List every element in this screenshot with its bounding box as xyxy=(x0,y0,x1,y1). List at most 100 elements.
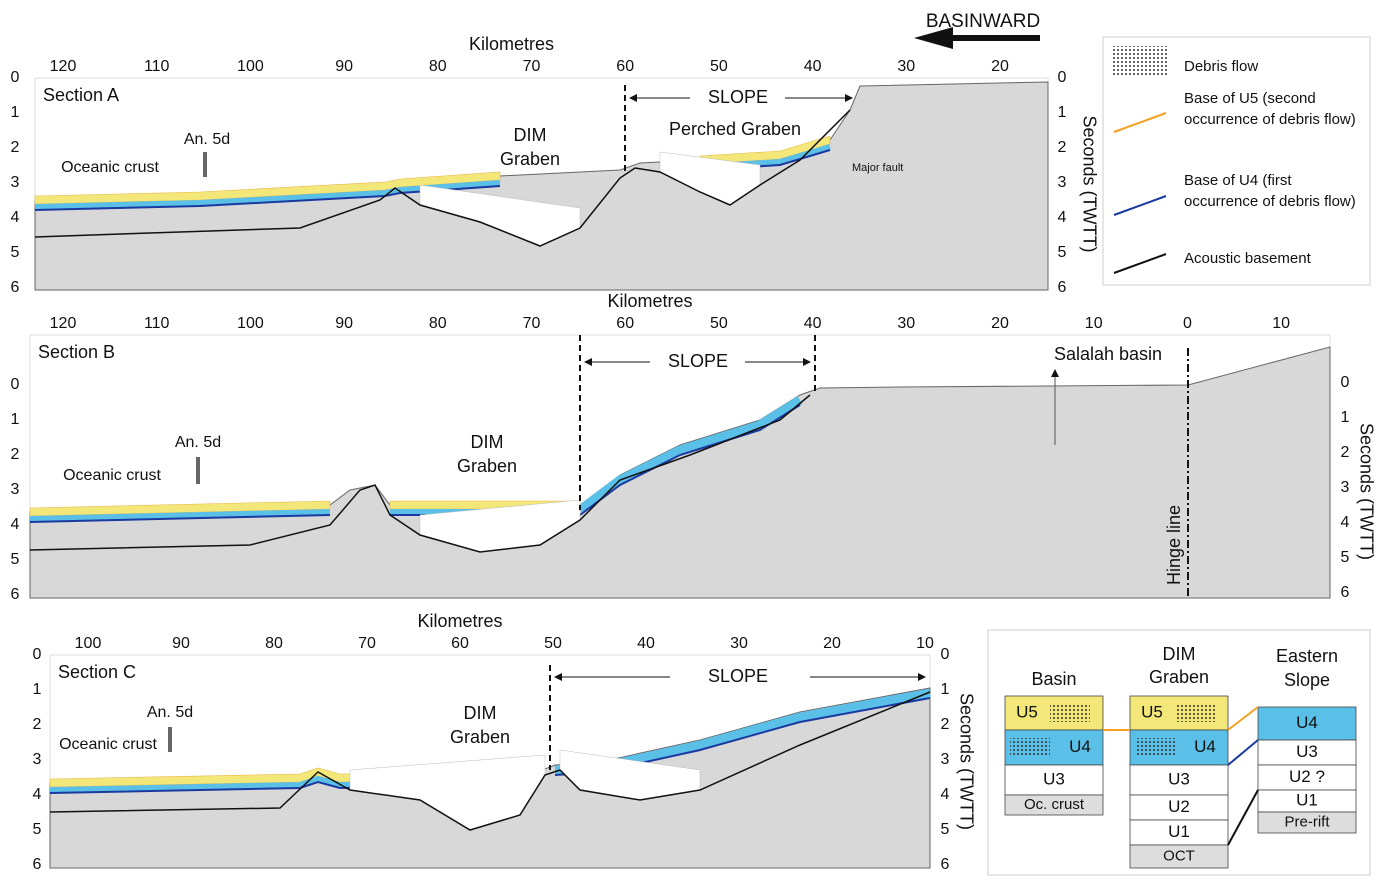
km-tick-label: 20 xyxy=(991,315,1009,332)
legend-u4 xyxy=(1113,195,1167,216)
anomaly-bar xyxy=(168,727,172,752)
column-title: Basin xyxy=(1031,669,1076,689)
anomaly-bar xyxy=(203,152,207,177)
u4-base xyxy=(29,514,331,523)
u5-base xyxy=(1227,706,1259,731)
slope-label: SLOPE xyxy=(708,87,768,107)
graben-label: DIM xyxy=(514,125,547,145)
twt-tick-label: 2 xyxy=(11,139,20,156)
axis-title: Kilometres xyxy=(417,611,502,631)
unit-label: U3 xyxy=(1168,769,1190,788)
twt-tick-label: 6 xyxy=(11,279,20,296)
anomaly-label: An. 5d xyxy=(175,434,221,451)
unit-box xyxy=(1004,794,1104,816)
column-title: Graben xyxy=(1149,667,1209,687)
seabed-fill xyxy=(29,346,1331,599)
twt-tick-label: 2 xyxy=(33,716,42,733)
anomaly-label: An. 5d xyxy=(147,704,193,721)
twt-tick-label: 1 xyxy=(11,104,20,121)
column-title: Slope xyxy=(1284,670,1330,690)
km-tick-label: 10 xyxy=(916,635,934,652)
basin-label: Salalah basin xyxy=(1054,344,1162,364)
column-title: Eastern xyxy=(1276,646,1338,666)
unit-label: U2 ? xyxy=(1289,767,1325,786)
unit-label: Pre-rift xyxy=(1285,813,1331,830)
unit-label: U2 xyxy=(1168,797,1190,816)
km-tick-label: 70 xyxy=(523,315,541,332)
twt-tick-label: 3 xyxy=(941,751,950,768)
twt-tick-label: 0 xyxy=(11,376,20,393)
twt-tick-label: 6 xyxy=(1058,279,1067,296)
km-tick-label: 40 xyxy=(804,315,822,332)
twt-tick-label: 0 xyxy=(1341,374,1350,391)
unit-debris xyxy=(1010,738,1050,757)
unit-label: U1 xyxy=(1168,822,1190,841)
slope-u4 xyxy=(577,396,803,514)
legend-box xyxy=(1102,36,1371,286)
section-title: Section C xyxy=(58,662,136,682)
unit-label: OCT xyxy=(1163,847,1195,864)
twt-tick-label: 4 xyxy=(11,516,20,533)
km-tick-label: 30 xyxy=(897,315,915,332)
twt-tick-label: 4 xyxy=(1341,514,1350,531)
km-tick-label: 80 xyxy=(265,635,283,652)
twt-tick-label: 0 xyxy=(941,646,950,663)
km-tick-label: 80 xyxy=(429,315,447,332)
legend-text: Acoustic basement xyxy=(1184,250,1311,267)
km-tick-label: 10 xyxy=(1085,315,1103,332)
slope-label: SLOPE xyxy=(708,666,768,686)
anomaly-bar xyxy=(196,457,200,484)
km-tick-label: 20 xyxy=(823,635,841,652)
unit-label: U5 xyxy=(1141,702,1163,721)
direction-arrow xyxy=(913,27,1040,49)
km-tick-label: 100 xyxy=(237,58,264,75)
km-tick-label: 90 xyxy=(335,58,353,75)
acoustic-basement xyxy=(49,691,931,831)
crust-label: Oceanic crust xyxy=(59,736,157,753)
twt-tick-label: 6 xyxy=(11,586,20,603)
km-tick-label: 60 xyxy=(616,315,634,332)
km-tick-label: 90 xyxy=(335,315,353,332)
direction: BASINWARD xyxy=(926,11,1040,32)
unit-label: U4 xyxy=(1296,713,1318,732)
twt-tick-label: 2 xyxy=(941,716,950,733)
unit-box xyxy=(1257,811,1357,834)
section-title: Section A xyxy=(43,85,119,105)
unit-box xyxy=(1129,794,1229,821)
unit-label: U3 xyxy=(1296,742,1318,761)
twt-tick-label: 5 xyxy=(1341,549,1350,566)
twt-tick-label: 5 xyxy=(33,821,42,838)
twt-tick-label: 5 xyxy=(11,551,20,568)
anomaly-label: An. 5d xyxy=(184,131,230,148)
km-tick-label: 10 xyxy=(1272,315,1290,332)
km-tick-label: 40 xyxy=(804,58,822,75)
acoustic-basement xyxy=(29,394,811,553)
twt-tick-label: 2 xyxy=(1058,139,1067,156)
fault-label: Major fault xyxy=(852,162,903,174)
twt-tick-label: 5 xyxy=(1058,244,1067,261)
unit-label: U1 xyxy=(1296,790,1318,809)
twt-tick-label: 0 xyxy=(11,69,20,86)
km-tick-label: 0 xyxy=(1183,315,1192,332)
km-tick-label: 30 xyxy=(730,635,748,652)
twt-tick-label: 5 xyxy=(11,244,20,261)
graben-label: Graben xyxy=(457,456,517,476)
twt-tick-label: 3 xyxy=(11,481,20,498)
legend-basement xyxy=(1113,253,1167,274)
km-tick-label: 120 xyxy=(50,315,77,332)
twt-title: Seconds (TWTT) xyxy=(1079,115,1099,252)
twt-tick-label: 2 xyxy=(1341,444,1350,461)
twt-tick-label: 1 xyxy=(1058,104,1067,121)
km-tick-label: 20 xyxy=(991,58,1009,75)
twt-tick-label: 0 xyxy=(1058,69,1067,86)
crust-label: Oceanic crust xyxy=(61,159,159,176)
twt-title: Seconds (TWTT) xyxy=(1356,423,1376,560)
unit-box xyxy=(1129,764,1229,796)
unit-box xyxy=(1129,844,1229,869)
twt-tick-label: 3 xyxy=(1341,479,1350,496)
hinge-label: Hinge line xyxy=(1164,505,1184,585)
km-tick-label: 110 xyxy=(144,315,170,332)
